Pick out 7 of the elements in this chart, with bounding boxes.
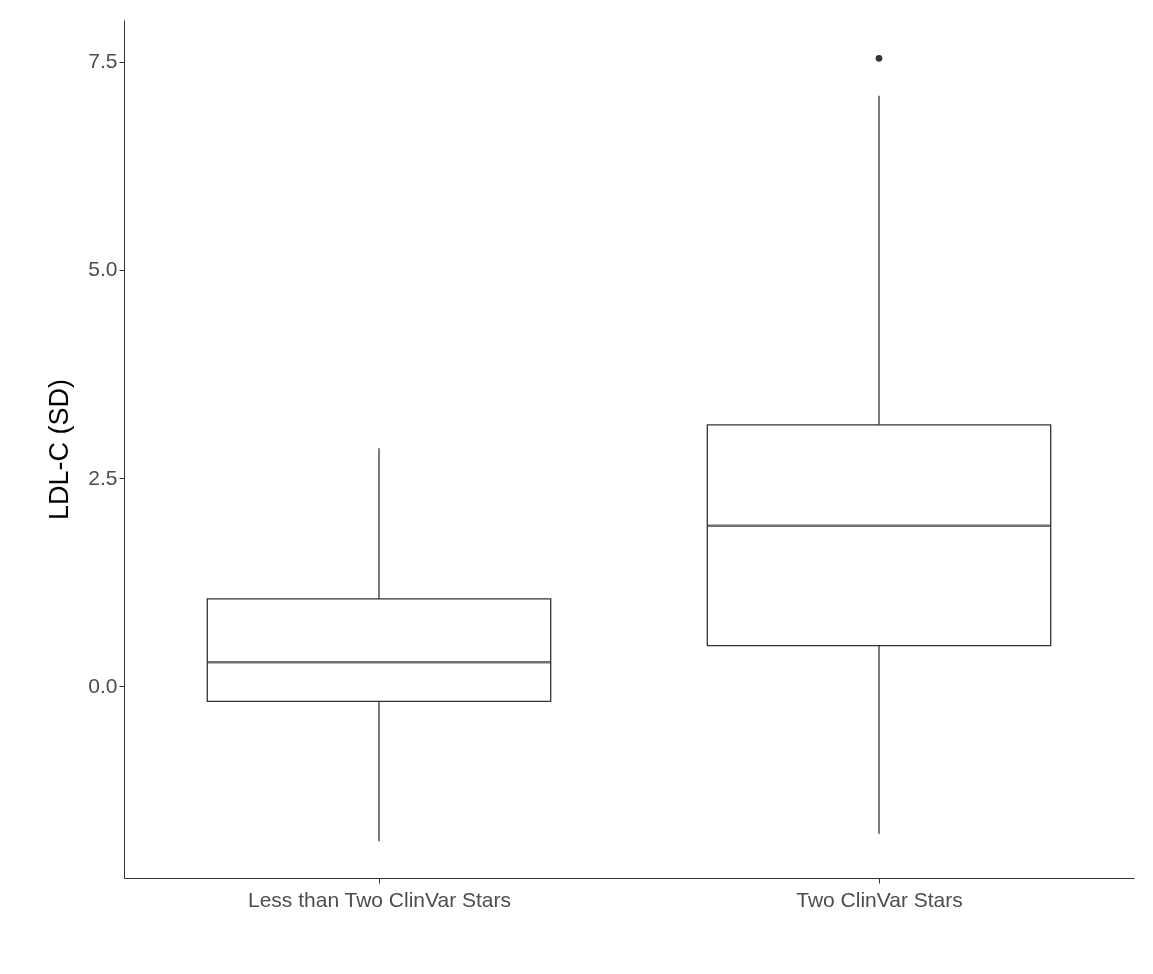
y-tick-label: 0.0 — [88, 673, 118, 697]
y-tick-label: 7.5 — [88, 49, 118, 73]
y-tick-label: 2.5 — [88, 465, 118, 489]
x-tick-label: Less than Two ClinVar Stars — [247, 887, 512, 911]
y-axis-title: LDL-C (SD) — [44, 378, 75, 521]
x-tick-label: Two ClinVar Stars — [796, 887, 963, 911]
y-tick-label: 5.0 — [88, 257, 118, 281]
